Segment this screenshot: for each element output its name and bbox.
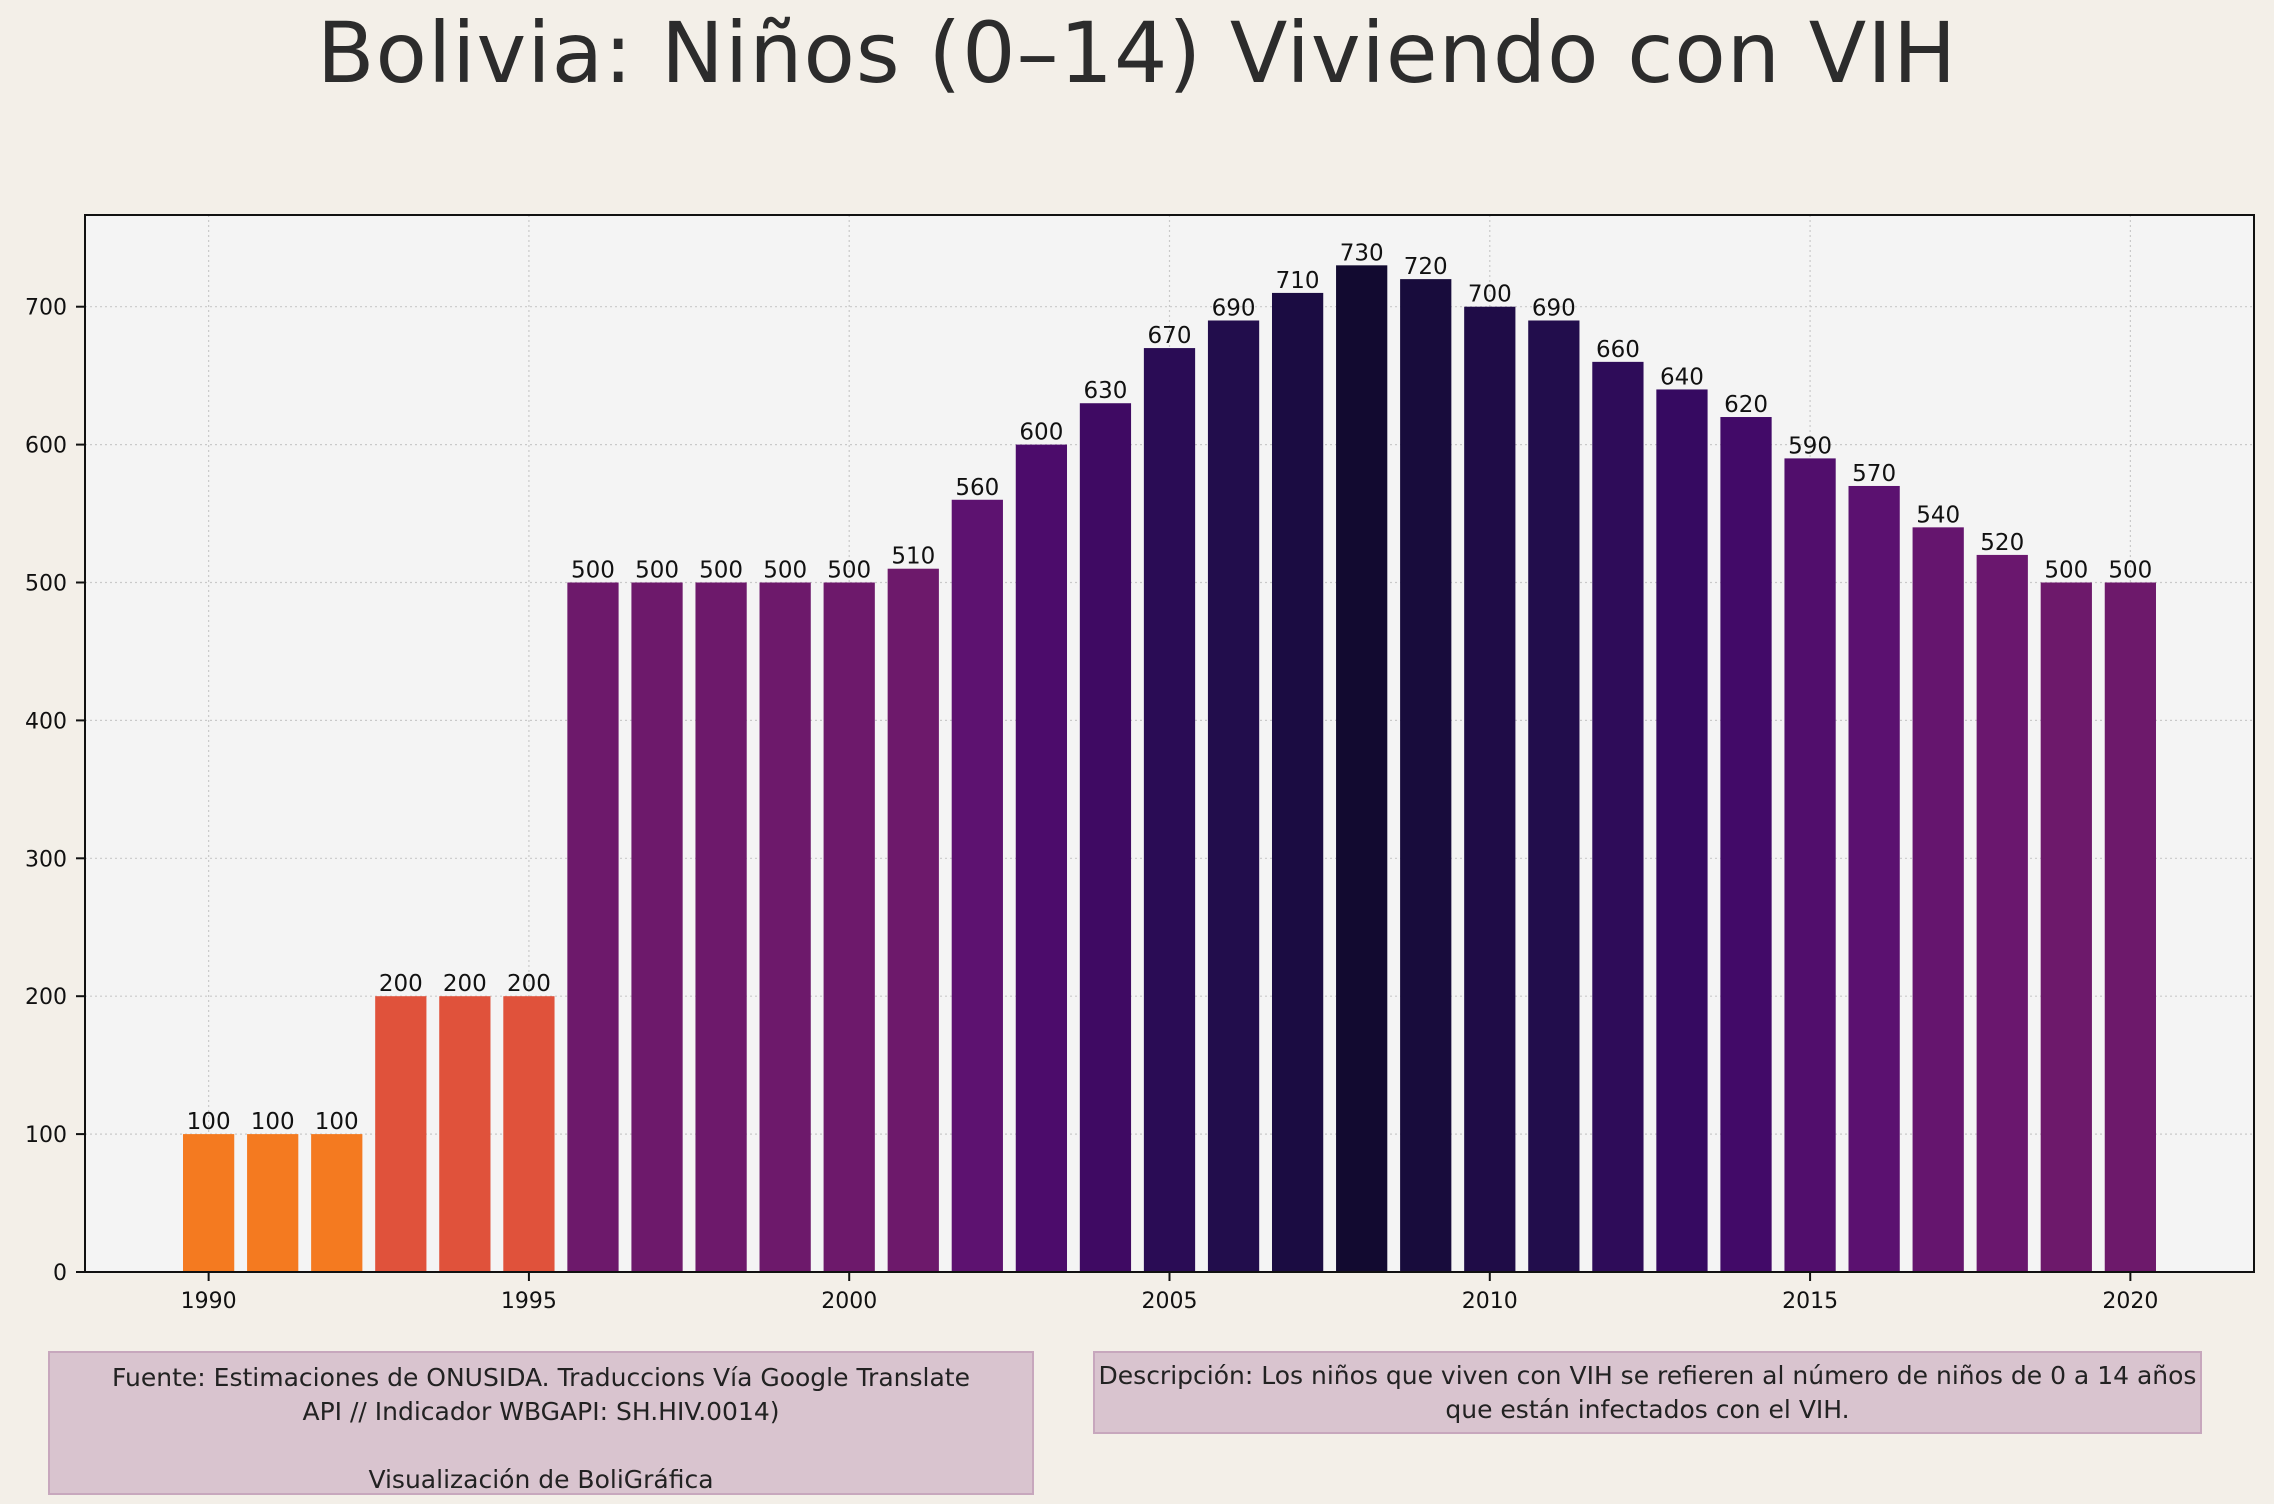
bar-1995 <box>503 996 555 1272</box>
data-label-1999: 500 <box>763 558 807 584</box>
y-tick-label-400: 400 <box>25 709 67 734</box>
data-label-2017: 540 <box>1916 502 1960 528</box>
data-label-2000: 500 <box>827 558 871 584</box>
bar-1996 <box>567 582 619 1272</box>
y-tick-label-0: 0 <box>53 1261 67 1286</box>
y-tick-label-200: 200 <box>25 985 67 1010</box>
data-label-1994: 200 <box>443 971 487 997</box>
bar-2016 <box>1848 485 1900 1272</box>
data-label-2012: 660 <box>1596 337 1640 363</box>
source-note: Fuente: Estimaciones de ONUSIDA. Traducc… <box>48 1351 1034 1495</box>
data-label-2015: 590 <box>1788 433 1832 459</box>
bar-2006 <box>1207 320 1260 1272</box>
data-label-2019: 500 <box>2044 558 2088 584</box>
data-label-1996: 500 <box>571 558 615 584</box>
bar-2015 <box>1784 458 1836 1272</box>
data-label-1995: 200 <box>507 971 551 997</box>
data-label-1991: 100 <box>251 1109 295 1135</box>
bar-2012 <box>1592 361 1644 1272</box>
bar-2010 <box>1464 306 1516 1272</box>
bar-1998 <box>695 582 747 1272</box>
chart-title: Bolivia: Niños (0–14) Viviendo con VIH <box>316 4 1958 102</box>
y-tick-label-500: 500 <box>25 572 67 597</box>
data-label-2011: 690 <box>1532 295 1576 321</box>
y-tick-label-600: 600 <box>25 434 67 459</box>
data-label-2016: 570 <box>1852 461 1896 487</box>
bar-1991 <box>247 1134 299 1272</box>
bar-2005 <box>1143 348 1196 1272</box>
x-tick-label-2000: 2000 <box>821 1289 877 1314</box>
x-tick-label-1995: 1995 <box>501 1289 557 1314</box>
x-tick-label-2005: 2005 <box>1142 1289 1198 1314</box>
bar-1999 <box>759 582 811 1272</box>
bar-1992 <box>311 1134 363 1272</box>
bar-2002 <box>951 499 1003 1272</box>
description-note: Descripción: Los niños que viven con VIH… <box>1093 1351 2202 1434</box>
bar-2014 <box>1720 417 1772 1272</box>
bar-2000 <box>823 582 875 1272</box>
data-label-2004: 630 <box>1083 378 1127 404</box>
x-tick-label-2010: 2010 <box>1462 1289 1518 1314</box>
data-label-1998: 500 <box>699 558 743 584</box>
bar-2009 <box>1400 279 1452 1272</box>
bar-1994 <box>439 996 491 1272</box>
data-label-2014: 620 <box>1724 392 1768 418</box>
bar-2003 <box>1015 444 1068 1272</box>
x-tick-label-1990: 1990 <box>181 1289 237 1314</box>
data-label-1990: 100 <box>187 1109 231 1135</box>
data-label-2020: 500 <box>2108 558 2152 584</box>
data-label-2010: 700 <box>1468 282 1512 308</box>
data-label-2013: 640 <box>1660 364 1704 390</box>
data-label-2002: 560 <box>955 475 999 501</box>
data-label-2008: 730 <box>1340 240 1384 266</box>
bar-1997 <box>631 582 683 1272</box>
bar-2008 <box>1336 265 1388 1272</box>
data-label-2007: 710 <box>1276 268 1320 294</box>
bar-2018 <box>1976 554 2028 1272</box>
y-tick-label-300: 300 <box>25 847 67 872</box>
data-label-2005: 670 <box>1148 323 1192 349</box>
data-label-2009: 720 <box>1404 254 1448 280</box>
x-tick-label-2015: 2015 <box>1782 1289 1838 1314</box>
bar-2007 <box>1271 292 1324 1273</box>
y-tick-label-700: 700 <box>25 296 67 321</box>
data-label-2018: 520 <box>1980 530 2024 556</box>
bar-2017 <box>1912 527 1964 1272</box>
bar-1993 <box>375 996 427 1272</box>
y-tick-label-100: 100 <box>25 1123 67 1148</box>
data-label-1997: 500 <box>635 558 679 584</box>
data-label-2003: 600 <box>1019 420 1063 446</box>
bar-1990 <box>183 1134 235 1272</box>
bar-2011 <box>1528 320 1580 1272</box>
data-label-1993: 200 <box>379 971 423 997</box>
bar-2013 <box>1656 389 1708 1272</box>
bar-2001 <box>887 568 939 1272</box>
bar-2020 <box>2104 582 2156 1272</box>
data-label-1992: 100 <box>315 1109 359 1135</box>
data-label-2001: 510 <box>891 544 935 570</box>
bar-2019 <box>2040 582 2092 1272</box>
data-label-2006: 690 <box>1212 295 1256 321</box>
x-tick-label-2020: 2020 <box>2102 1289 2158 1314</box>
bar-2004 <box>1079 403 1132 1272</box>
